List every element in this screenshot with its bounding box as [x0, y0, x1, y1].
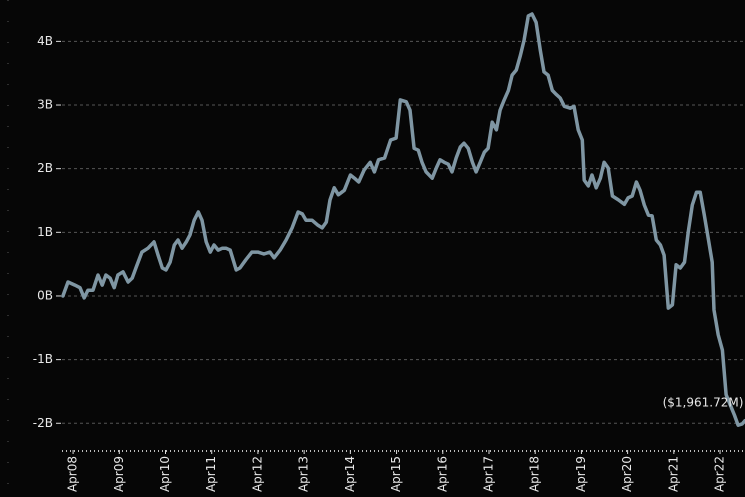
y-tick-label: 1B	[37, 225, 53, 239]
x-tick-label: Apr10	[158, 456, 172, 492]
x-tick-label: Apr21	[666, 456, 680, 492]
y-tick-label: -2B	[33, 416, 53, 430]
x-tick-label: Apr13	[297, 456, 311, 492]
y-tick-label: -1B	[33, 352, 53, 366]
x-tick-label: Apr19	[574, 456, 588, 492]
y-tick-label: 4B	[37, 34, 53, 48]
x-tick-label: Apr14	[343, 456, 357, 492]
x-tick-label: Apr16	[435, 456, 449, 492]
x-tick-label: Apr08	[66, 456, 80, 492]
annotation: ($1,961.72M)	[663, 396, 744, 410]
x-tick-label: Apr17	[481, 456, 495, 492]
y-tick-label: 3B	[37, 98, 53, 112]
x-tick-label: Apr20	[620, 456, 634, 492]
x-tick-label: Apr11	[204, 456, 218, 492]
x-tick-label: Apr15	[389, 456, 403, 492]
x-tick-label: Apr12	[250, 456, 264, 492]
y-tick-label: 0B	[37, 288, 53, 302]
x-tick-label: Apr09	[112, 456, 126, 492]
y-tick-label: 2B	[37, 161, 53, 175]
line-series	[61, 12, 745, 427]
x-tick-label: Apr22	[713, 456, 727, 492]
x-tick-label: Apr18	[528, 456, 542, 492]
